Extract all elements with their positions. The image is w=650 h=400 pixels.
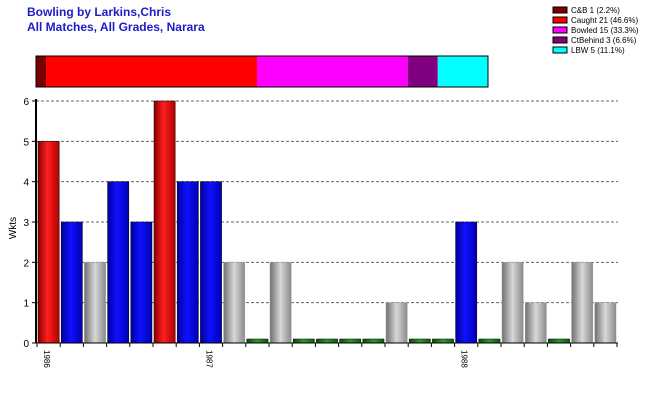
bar (153, 100, 176, 344)
y-tick-label: 5 (23, 137, 29, 148)
legend-label: Bowled 15 (33.3%) (571, 26, 639, 35)
bar (571, 262, 594, 344)
bar (60, 221, 83, 344)
y-tick-label: 3 (23, 218, 29, 229)
x-tick-label: 1986 (42, 350, 51, 368)
bar (455, 221, 478, 344)
bar (385, 302, 408, 344)
legend-swatch (552, 36, 568, 44)
bar (594, 302, 617, 344)
chart-title-line-1: Bowling by Larkins,Chris (27, 5, 172, 19)
bar (362, 338, 385, 344)
y-tick-label: 4 (23, 178, 29, 189)
dismissal-segment (46, 56, 257, 87)
chart-title-line-2: All Matches, All Grades, Narara (27, 20, 205, 34)
bar (200, 181, 222, 344)
bar (501, 262, 524, 344)
legend-label: Caught 21 (46.6%) (571, 16, 638, 25)
legend-swatch (552, 16, 568, 24)
bar (130, 221, 153, 344)
y-tick-label: 0 (23, 339, 29, 350)
bar (269, 262, 292, 344)
bar (37, 141, 60, 344)
dismissal-segment (437, 56, 488, 87)
bar (408, 338, 431, 344)
y-tick-label: 6 (23, 97, 29, 108)
legend-swatch (552, 46, 568, 54)
bar (339, 338, 362, 344)
bar (223, 262, 246, 344)
bar (316, 338, 338, 344)
y-axis-label: Wkts (8, 217, 19, 239)
bar (548, 338, 570, 344)
y-tick-label: 2 (23, 258, 29, 269)
x-tick-label: 1988 (460, 350, 469, 368)
x-tick-label: 1987 (204, 350, 213, 368)
legend-swatch (552, 26, 568, 34)
dismissal-bar-frame (35, 55, 489, 88)
bar (246, 338, 269, 344)
legend-label: C&B 1 (2.2%) (571, 6, 620, 15)
bar (84, 262, 106, 344)
bar (107, 181, 130, 344)
bar (292, 338, 315, 344)
bar (478, 338, 501, 344)
bar (524, 302, 547, 344)
legend-swatch (552, 6, 568, 14)
dismissal-segment (407, 56, 438, 87)
dismissal-segment (256, 56, 408, 87)
bar (176, 181, 199, 344)
y-tick-label: 1 (23, 299, 29, 310)
legend-label: CtBehind 3 (6.6%) (571, 36, 637, 45)
bar (432, 338, 454, 344)
dismissal-segment (36, 56, 47, 87)
legend-label: LBW 5 (11.1%) (571, 46, 625, 55)
